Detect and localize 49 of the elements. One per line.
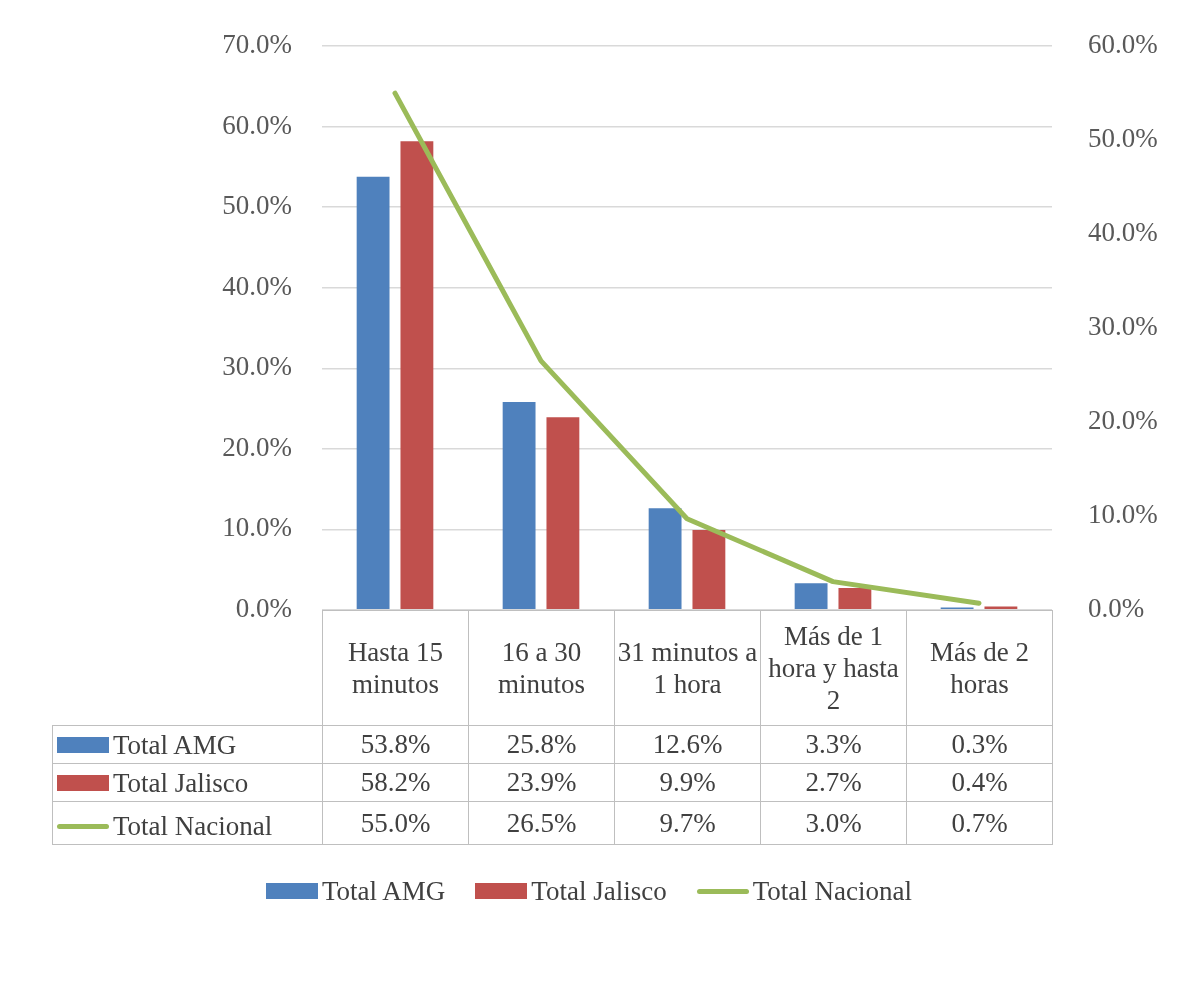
x-tick-label: 16 a 30 minutos (468, 610, 615, 726)
bar (400, 141, 434, 610)
y-tick-label: 60.0% (222, 109, 292, 140)
data-label: 2.7% (760, 763, 907, 802)
data-label: 9.7% (614, 801, 761, 845)
data-label: 26.5% (468, 801, 615, 845)
data-label: 3.3% (760, 725, 907, 764)
y-tick-label: 10.0% (222, 512, 292, 543)
data-label: 0.7% (906, 801, 1053, 845)
y-tick-label: 70.0% (222, 29, 292, 60)
data-label: 0.4% (906, 763, 1053, 802)
y-tick-label: 40.0% (222, 270, 292, 301)
data-label: 9.9% (614, 763, 761, 802)
x-tick-label: Hasta 15 minutos (322, 610, 469, 726)
y2-tick-label: 50.0% (1088, 123, 1158, 154)
x-tick-label: Más de 1 hora y hasta 2 (760, 610, 907, 726)
data-label: 12.6% (614, 725, 761, 764)
bar (692, 530, 726, 610)
data-label: 23.9% (468, 763, 615, 802)
data-label: 25.8% (468, 725, 615, 764)
y2-tick-label: 10.0% (1088, 498, 1158, 529)
x-tick-label: 31 minutos a 1 hora (614, 610, 761, 726)
y-tick-label: 50.0% (222, 190, 292, 221)
y2-tick-label: 30.0% (1088, 311, 1158, 342)
bar (794, 583, 828, 610)
y2-tick-label: 20.0% (1088, 405, 1158, 436)
y2-tick-label: 0.0% (1088, 592, 1145, 623)
legend-label: Total AMG (113, 728, 237, 761)
bar (356, 176, 390, 610)
bar (648, 508, 682, 610)
text: Total Jalisco (531, 875, 667, 906)
data-label: 55.0% (322, 801, 469, 845)
bar (502, 402, 536, 610)
y2-tick-label: 60.0% (1088, 29, 1158, 60)
text: Total Nacional (752, 875, 912, 906)
data-label: 53.8% (322, 725, 469, 764)
text: Total AMG (321, 875, 446, 906)
legend-label: Total Nacional (113, 810, 273, 843)
data-label: 58.2% (322, 763, 469, 802)
data-label: 3.0% (760, 801, 907, 845)
y-tick-label: 30.0% (222, 351, 292, 382)
y-tick-label: 0.0% (235, 592, 292, 623)
bar (838, 588, 872, 610)
x-tick-label: Más de 2 horas (906, 610, 1053, 726)
legend-label: Total Jalisco (113, 766, 249, 799)
y2-tick-label: 40.0% (1088, 217, 1158, 248)
y-tick-label: 20.0% (222, 431, 292, 462)
bar (546, 417, 580, 610)
data-label: 0.3% (906, 725, 1053, 764)
